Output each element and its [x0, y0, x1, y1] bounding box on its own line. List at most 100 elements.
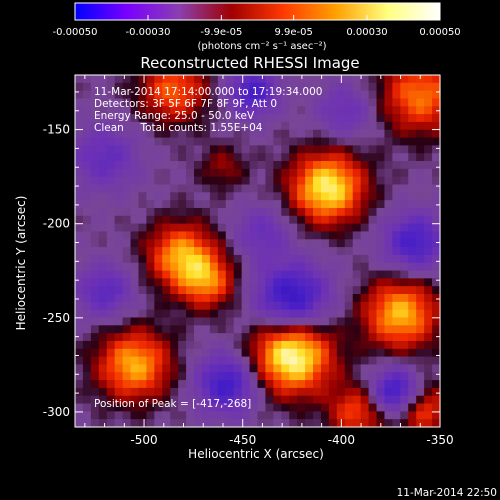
heatmap-cell: [209, 364, 219, 373]
heatmap-cell: [233, 90, 243, 100]
heatmap-cell: [352, 387, 362, 397]
heatmap-cell: [154, 106, 163, 115]
heatmap-cell: [186, 395, 195, 405]
heatmap-cell: [336, 247, 346, 256]
heatmap-cell: [241, 82, 251, 92]
heatmap-cell: [408, 106, 417, 115]
heatmap-cell: [114, 129, 124, 139]
heatmap-cell: [400, 340, 409, 350]
heatmap-cell: [392, 395, 401, 405]
heatmap-cell: [416, 192, 425, 201]
heatmap-cell: [233, 137, 243, 146]
heatmap-cell: [82, 380, 92, 389]
heatmap-cell: [336, 215, 346, 225]
heatmap-cell: [162, 161, 171, 170]
image-plot-area: [74, 74, 441, 428]
heatmap-cell: [400, 98, 409, 107]
heatmap-cell: [114, 75, 124, 84]
heatmap-cell: [217, 223, 227, 233]
heatmap-cell: [146, 364, 155, 373]
heatmap-cell: [320, 184, 330, 193]
heatmap-cell: [241, 161, 251, 170]
heatmap-cell: [392, 161, 401, 170]
heatmap-cell: [400, 286, 409, 295]
heatmap-cell: [305, 129, 314, 139]
heatmap-cell: [209, 161, 219, 170]
heatmap-cell: [170, 325, 179, 334]
heatmap-cell: [201, 231, 211, 240]
heatmap-cell: [408, 270, 417, 279]
heatmap-cell: [328, 90, 338, 100]
heatmap-cell: [241, 364, 251, 373]
heatmap-cell: [162, 262, 171, 272]
heatmap-cell: [432, 121, 441, 131]
heatmap-cell: [384, 317, 393, 326]
heatmap-cell: [146, 75, 155, 84]
heatmap-cell: [305, 184, 314, 193]
heatmap-cell: [98, 348, 108, 358]
heatmap-cell: [400, 411, 409, 420]
heatmap-cell: [320, 215, 330, 225]
heatmap-cell: [146, 231, 155, 240]
heatmap-cell: [146, 317, 155, 326]
heatmap-cell: [305, 270, 314, 279]
heatmap-cell: [138, 348, 148, 358]
heatmap-cell: [233, 278, 243, 287]
heatmap-cell: [265, 387, 274, 397]
heatmap-cell: [154, 121, 163, 131]
heatmap-cell: [114, 270, 124, 279]
heatmap-cell: [416, 356, 425, 366]
heatmap-cell: [225, 301, 235, 311]
heatmap-cell: [273, 114, 282, 123]
heatmap-cell: [130, 387, 140, 397]
heatmap-cell: [384, 286, 393, 295]
heatmap-cell: [209, 90, 219, 100]
heatmap-cell: [265, 176, 274, 186]
heatmap-cell: [344, 114, 354, 123]
heatmap-cell: [368, 106, 378, 115]
heatmap-cell: [241, 262, 251, 272]
heatmap-cell: [114, 121, 124, 131]
heatmap-cell: [432, 82, 441, 92]
heatmap-cell: [265, 309, 274, 319]
heatmap-cell: [305, 325, 314, 334]
heatmap-cell: [106, 387, 116, 397]
heatmap-cell: [186, 114, 195, 123]
heatmap-cell: [313, 121, 322, 131]
heatmap-cell: [90, 98, 100, 107]
heatmap-cell: [352, 356, 362, 366]
heatmap-cell: [122, 325, 132, 334]
heatmap-cell: [194, 247, 203, 256]
heatmap-cell: [122, 239, 132, 248]
heatmap-cell: [82, 90, 92, 100]
heatmap-cell: [201, 419, 211, 428]
heatmap-cell: [328, 215, 338, 225]
heatmap-cell: [344, 340, 354, 350]
heatmap-cell: [376, 403, 386, 412]
heatmap-cell: [360, 82, 370, 92]
heatmap-cell: [241, 129, 251, 139]
heatmap-cell: [82, 364, 92, 373]
heatmap-cell: [217, 145, 227, 154]
heatmap-cell: [98, 207, 108, 217]
heatmap-cell: [273, 192, 282, 201]
heatmap-cell: [392, 207, 401, 217]
heatmap-cell: [82, 262, 92, 272]
heatmap-cell: [368, 262, 378, 272]
heatmap-cell: [416, 231, 425, 240]
heatmap-cell: [201, 239, 211, 248]
heatmap-cell: [368, 294, 378, 303]
heatmap-cell: [305, 372, 314, 381]
heatmap-cell: [90, 317, 100, 326]
heatmap-cell: [217, 106, 227, 115]
heatmap-cell: [82, 419, 92, 428]
heatmap-cell: [408, 301, 417, 311]
heatmap-cell: [178, 340, 187, 350]
heatmap-cell: [98, 403, 108, 412]
heatmap-cell: [408, 114, 417, 123]
heatmap-cell: [320, 286, 330, 295]
heatmap-cell: [344, 348, 354, 358]
heatmap-cell: [209, 207, 219, 217]
heatmap-cell: [289, 364, 298, 373]
heatmap-cell: [233, 207, 243, 217]
